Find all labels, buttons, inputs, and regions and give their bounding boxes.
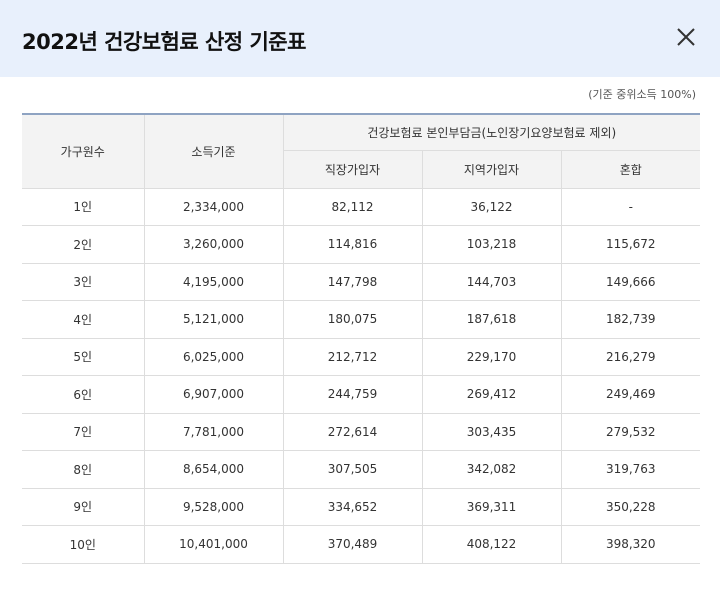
cell-employee: 82,112 bbox=[283, 188, 422, 226]
cell-employee: 212,712 bbox=[283, 338, 422, 376]
cell-employee: 307,505 bbox=[283, 451, 422, 489]
cell-regional: 187,618 bbox=[422, 301, 561, 339]
cell-mixed: 216,279 bbox=[561, 338, 700, 376]
cell-income: 6,025,000 bbox=[144, 338, 283, 376]
cell-mixed: 398,320 bbox=[561, 526, 700, 564]
cell-household: 3인 bbox=[22, 263, 144, 301]
table-row: 5인 6,025,000 212,712 229,170 216,279 bbox=[22, 338, 700, 376]
cell-household: 4인 bbox=[22, 301, 144, 339]
cell-income: 8,654,000 bbox=[144, 451, 283, 489]
cell-income: 7,781,000 bbox=[144, 413, 283, 451]
cell-household: 7인 bbox=[22, 413, 144, 451]
cell-income: 6,907,000 bbox=[144, 376, 283, 414]
cell-household: 9인 bbox=[22, 488, 144, 526]
table-row: 10인 10,401,000 370,489 408,122 398,320 bbox=[22, 526, 700, 564]
header-income: 소득기준 bbox=[144, 114, 283, 188]
cell-employee: 180,075 bbox=[283, 301, 422, 339]
cell-employee: 244,759 bbox=[283, 376, 422, 414]
cell-regional: 303,435 bbox=[422, 413, 561, 451]
cell-regional: 269,412 bbox=[422, 376, 561, 414]
table-row: 3인 4,195,000 147,798 144,703 149,666 bbox=[22, 263, 700, 301]
header-regional: 지역가입자 bbox=[422, 150, 561, 188]
cell-employee: 114,816 bbox=[283, 226, 422, 264]
cell-income: 2,334,000 bbox=[144, 188, 283, 226]
table-row: 7인 7,781,000 272,614 303,435 279,532 bbox=[22, 413, 700, 451]
cell-household: 10인 bbox=[22, 526, 144, 564]
cell-income: 10,401,000 bbox=[144, 526, 283, 564]
modal-header: 2022년 건강보험료 산정 기준표 bbox=[0, 0, 720, 77]
cell-income: 9,528,000 bbox=[144, 488, 283, 526]
table-row: 2인 3,260,000 114,816 103,218 115,672 bbox=[22, 226, 700, 264]
cell-regional: 369,311 bbox=[422, 488, 561, 526]
close-button[interactable] bbox=[674, 25, 698, 49]
header-premium-group: 건강보험료 본인부담금(노인장기요양보험료 제외) bbox=[283, 114, 700, 150]
header-employee: 직장가입자 bbox=[283, 150, 422, 188]
cell-household: 6인 bbox=[22, 376, 144, 414]
cell-household: 1인 bbox=[22, 188, 144, 226]
cell-employee: 147,798 bbox=[283, 263, 422, 301]
premium-table: 가구원수 소득기준 건강보험료 본인부담금(노인장기요양보험료 제외) 직장가입… bbox=[22, 113, 700, 564]
cell-mixed: 249,469 bbox=[561, 376, 700, 414]
cell-employee: 272,614 bbox=[283, 413, 422, 451]
cell-income: 5,121,000 bbox=[144, 301, 283, 339]
table-body: 1인 2,334,000 82,112 36,122-2인 3,260,000 114,8… bbox=[22, 188, 700, 563]
cell-mixed: 149,666 bbox=[561, 263, 700, 301]
cell-employee: 334,652 bbox=[283, 488, 422, 526]
header-mixed: 혼합 bbox=[561, 150, 700, 188]
cell-mixed: 350,228 bbox=[561, 488, 700, 526]
table-row: 1인 2,334,000 82,112 36,122- bbox=[22, 188, 700, 226]
cell-household: 2인 bbox=[22, 226, 144, 264]
cell-mixed: 182,739 bbox=[561, 301, 700, 339]
cell-mixed: 115,672 bbox=[561, 226, 700, 264]
cell-regional: 36,122 bbox=[422, 188, 561, 226]
table-row: 6인 6,907,000 244,759 269,412 249,469 bbox=[22, 376, 700, 414]
cell-household: 8인 bbox=[22, 451, 144, 489]
cell-employee: 370,489 bbox=[283, 526, 422, 564]
cell-regional: 229,170 bbox=[422, 338, 561, 376]
cell-mixed: 279,532 bbox=[561, 413, 700, 451]
cell-regional: 342,082 bbox=[422, 451, 561, 489]
modal-title: 2022년 건강보험료 산정 기준표 bbox=[22, 26, 306, 56]
cell-income: 4,195,000 bbox=[144, 263, 283, 301]
cell-regional: 144,703 bbox=[422, 263, 561, 301]
cell-regional: 103,218 bbox=[422, 226, 561, 264]
table-row: 9인 9,528,000 334,652 369,311 350,228 bbox=[22, 488, 700, 526]
cell-regional: 408,122 bbox=[422, 526, 561, 564]
cell-mixed: - bbox=[561, 188, 700, 226]
table-row: 8인 8,654,000 307,505 342,082 319,763 bbox=[22, 451, 700, 489]
table-note: (기준 중위소득 100%) bbox=[588, 86, 696, 102]
table-row: 4인 5,121,000 180,075 187,618 182,739 bbox=[22, 301, 700, 339]
cell-income: 3,260,000 bbox=[144, 226, 283, 264]
cell-household: 5인 bbox=[22, 338, 144, 376]
cell-mixed: 319,763 bbox=[561, 451, 700, 489]
header-household: 가구원수 bbox=[22, 114, 144, 188]
close-icon bbox=[674, 25, 698, 49]
